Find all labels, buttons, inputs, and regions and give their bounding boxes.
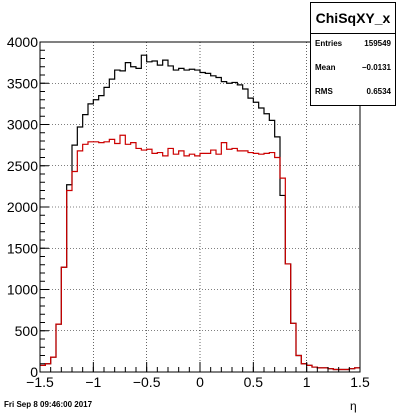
axes: −1.5 −1 −0.5 0 0.5 1 1.5 0 500 1000 1500 2000 2500 30… xyxy=(7,34,370,390)
y-tick-label: 2500 xyxy=(7,158,38,174)
y-tick-label: 3500 xyxy=(7,75,38,91)
datestamp: Fri Sep 8 09:46:00 2017 xyxy=(4,400,93,409)
histogram-series xyxy=(40,54,360,371)
x-tick-label: 1 xyxy=(303,374,311,390)
histogram-series-1 xyxy=(40,134,360,371)
stats-label: RMS xyxy=(315,87,333,96)
x-tick-label: 0 xyxy=(196,374,204,390)
stats-title: ChiSqXY_x xyxy=(311,3,395,34)
stats-value: 159549 xyxy=(364,39,391,48)
stats-label: Entries xyxy=(315,39,343,48)
stats-value: 0.6534 xyxy=(366,87,391,96)
stats-label: Mean xyxy=(315,63,336,72)
stats-row-entries: Entries 159549 xyxy=(315,39,391,55)
x-tick-label: 1.5 xyxy=(350,374,370,390)
x-tick-label: −1.5 xyxy=(26,374,54,390)
x-tick-label: −1 xyxy=(85,374,101,390)
stats-row-rms: RMS 0.6534 xyxy=(315,87,391,103)
y-tick-label: 1500 xyxy=(7,240,38,256)
y-tick-label: 500 xyxy=(15,323,39,339)
stats-row-mean: Mean −0.0131 xyxy=(315,63,391,79)
x-tick-label: −0.5 xyxy=(133,374,161,390)
stats-box: ChiSqXY_x Entries 159549 Mean −0.0131 RM… xyxy=(310,2,396,106)
x-tick-label: 0.5 xyxy=(244,374,264,390)
x-axis-title: η xyxy=(350,399,357,413)
stats-value: −0.0131 xyxy=(361,63,391,72)
y-tick-label: 2000 xyxy=(7,199,38,215)
y-tick-label: 1000 xyxy=(7,282,38,298)
y-tick-label: 3000 xyxy=(7,117,38,133)
y-tick-label: 0 xyxy=(30,364,38,380)
y-tick-label: 4000 xyxy=(7,34,38,50)
